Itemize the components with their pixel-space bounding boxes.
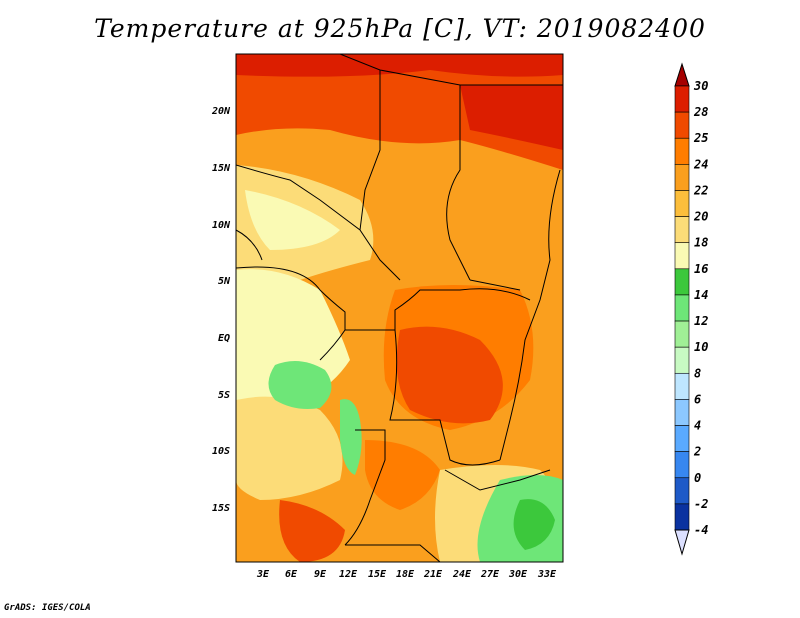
colorbar-label: 18 (694, 236, 708, 250)
credit-label: GrADS: IGES/COLA (4, 603, 91, 613)
colorbar-label: 22 (693, 183, 708, 197)
colorbar-label: 25 (693, 131, 708, 145)
colorbar-bottom-arrow (674, 529, 690, 556)
lon-label-15e: 15E (368, 569, 387, 580)
colorbar-label: 2 (693, 445, 701, 459)
lon-label-18e: 18E (396, 569, 415, 580)
map-frame (235, 53, 564, 563)
lon-label-6e: 6E (285, 569, 298, 580)
colorbar-label: 14 (694, 288, 708, 302)
lat-label-5s: 5S (218, 390, 230, 401)
colorbar-label: 6 (694, 392, 701, 406)
colorbar-swatch (674, 320, 690, 348)
map-title: Temperature at 925hPa [C], VT: 201908240… (94, 14, 706, 43)
colorbar-label: 10 (694, 340, 708, 354)
colorbar-swatch (674, 503, 690, 531)
lon-label-33e: 33E (537, 569, 557, 580)
colorbar-swatch (674, 216, 690, 244)
lon-label-30e: 30E (508, 569, 528, 580)
lat-label-20n: 20N (211, 106, 231, 117)
colorbar-label: 20 (693, 210, 708, 224)
longitude-axis: 3E 6E 9E 12E 15E 18E 21E 24E 27E 30E 33E (256, 569, 557, 580)
colorbar-swatch (674, 137, 690, 165)
colorbar-swatch (674, 190, 690, 217)
lat-label-10s: 10S (212, 446, 230, 457)
colorbar-label: 12 (694, 314, 708, 328)
lat-label-15n: 15N (212, 163, 231, 174)
colorbar-swatch (674, 372, 690, 400)
colorbar-swatch (674, 242, 690, 270)
lat-label-eq: EQ (218, 333, 230, 344)
colorbar-label: -2 (694, 497, 708, 511)
colorbar-label: 16 (694, 262, 708, 276)
lat-label-10n: 10N (212, 220, 231, 231)
colorbar-label: -4 (694, 523, 708, 537)
colorbar-label: 4 (694, 419, 701, 433)
lon-label-3e: 3E (256, 569, 270, 580)
colorbar-label: 28 (693, 105, 708, 119)
colorbar-label: 30 (693, 79, 708, 93)
lon-label-21e: 21E (423, 569, 443, 580)
colorbar-swatch (674, 477, 690, 505)
lon-label-12e: 12E (339, 569, 358, 580)
colorbar-label: 8 (694, 366, 701, 380)
colorbar-label: 24 (693, 157, 708, 171)
colorbar-swatch (674, 164, 690, 191)
lat-label-15s: 15S (212, 503, 230, 514)
lon-label-24e: 24E (452, 569, 472, 580)
colorbar-label: 0 (694, 471, 701, 485)
lon-label-9e: 9E (314, 569, 327, 580)
colorbar-swatch (674, 294, 690, 322)
colorbar-swatch (674, 268, 690, 296)
latitude-axis: 20N 15N 10N 5N EQ 5S 10S 15S (211, 106, 231, 514)
colorbar-swatch (674, 451, 690, 479)
country-borders (236, 54, 563, 562)
colorbar-swatch (674, 399, 690, 426)
colorbar-top-arrow (674, 62, 690, 87)
colorbar-swatch (674, 111, 690, 139)
temperature-field (236, 54, 563, 562)
colorbar-swatch (674, 425, 690, 452)
colorbar-swatch (674, 85, 690, 113)
colorbar-swatch (674, 346, 690, 374)
lat-label-5n: 5N (218, 276, 231, 287)
lon-label-27e: 27E (480, 569, 500, 580)
